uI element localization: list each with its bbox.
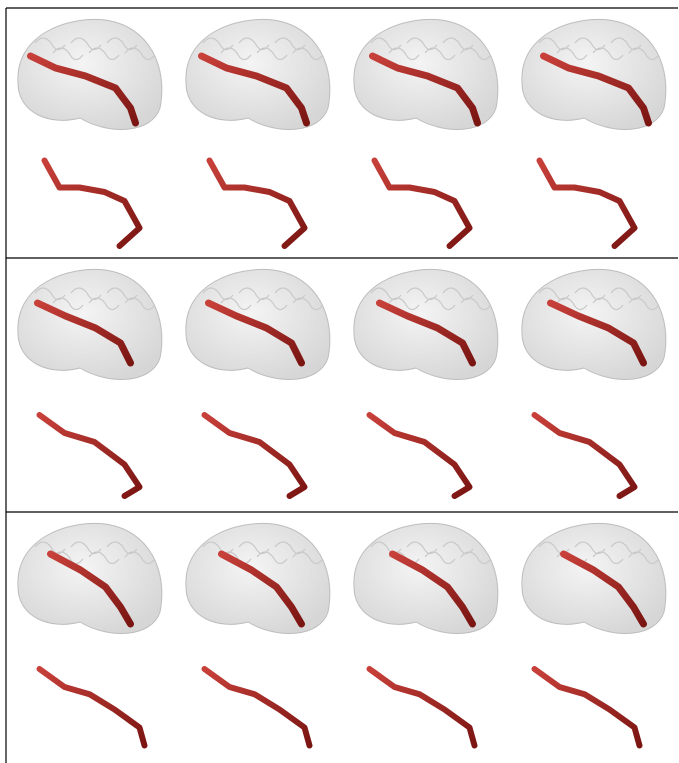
page: (() => { const svg = document.getElement… [0,0,679,763]
brain-surface [522,523,666,633]
figure [0,0,679,763]
brain-surface [354,523,498,633]
